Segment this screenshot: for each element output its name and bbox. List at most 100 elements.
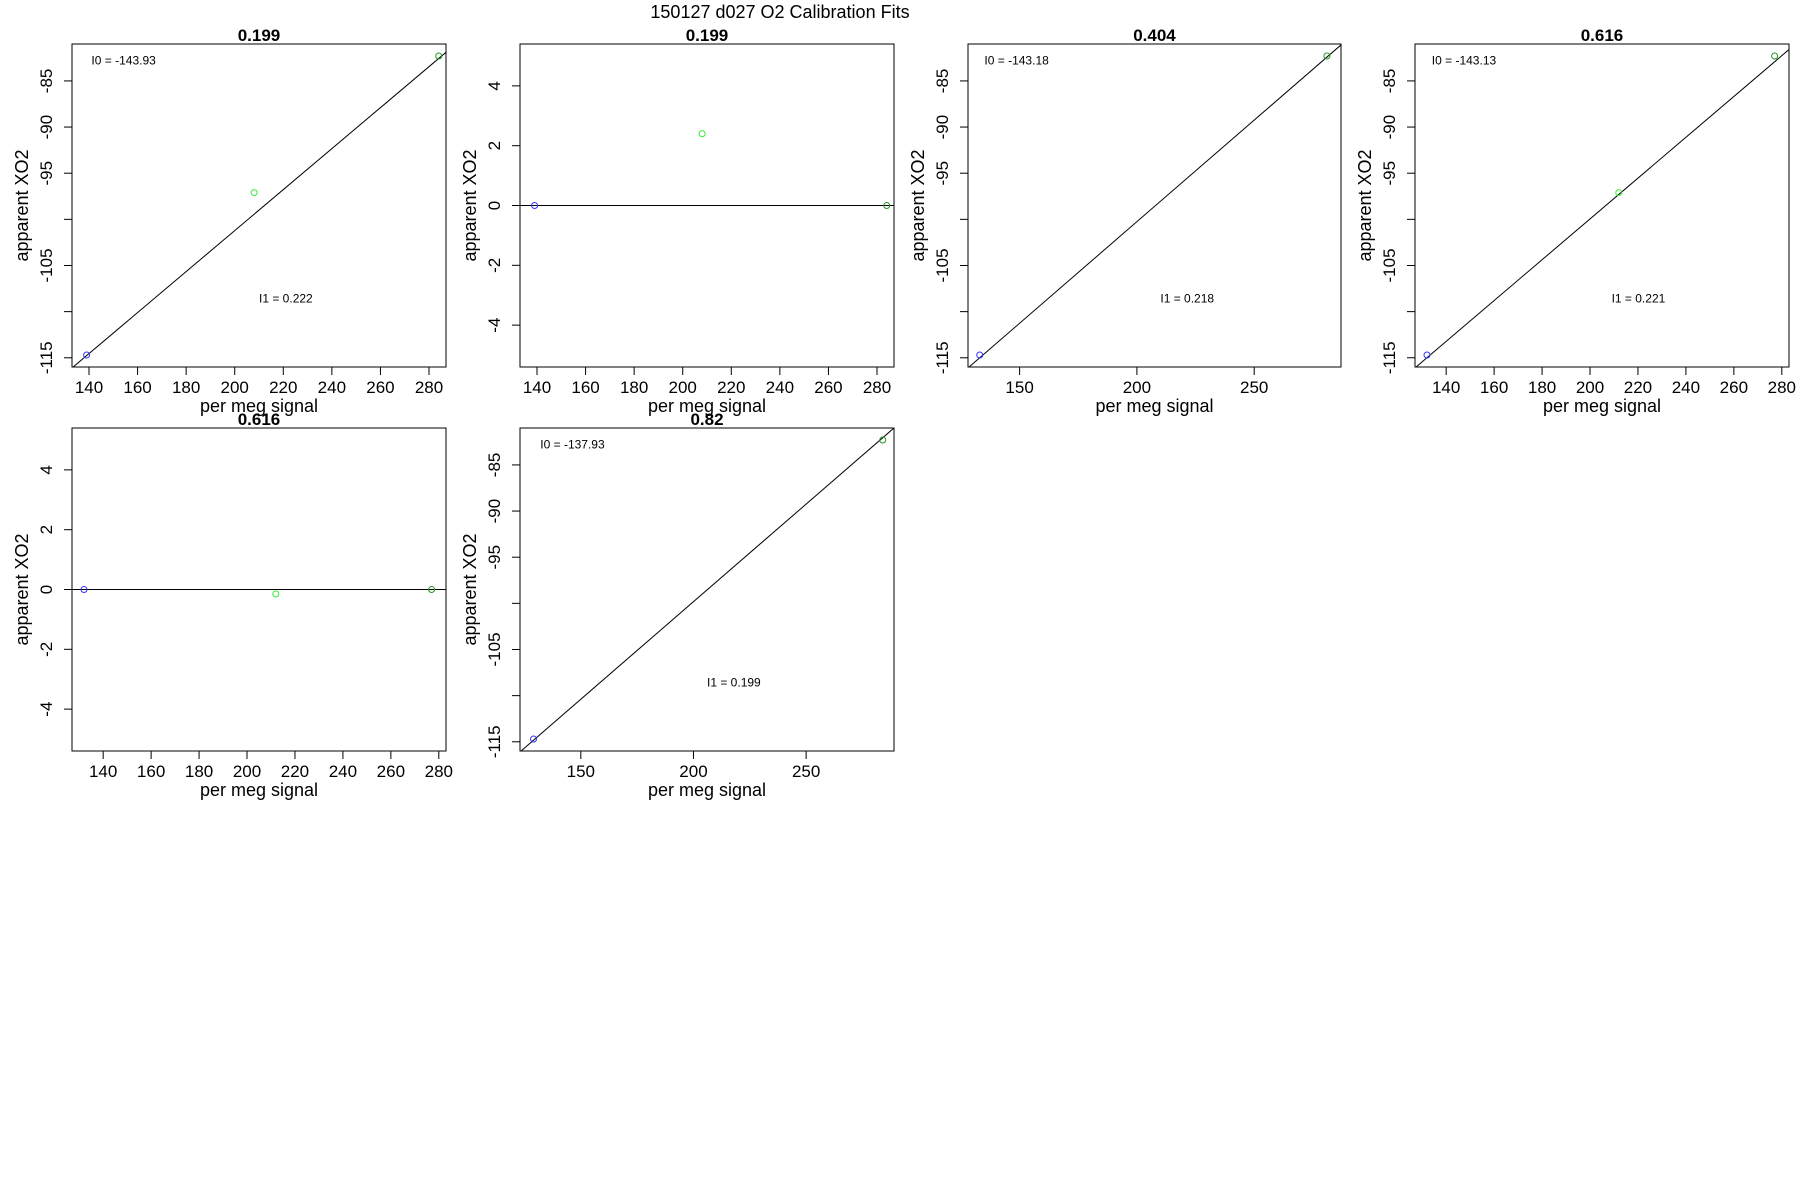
fit-line — [968, 44, 1341, 367]
fit-annotation: I1 = 0.218 — [1160, 291, 1214, 305]
chart-panel-1: 0.199 140 160 180 200 220 240 260 280 per meg sig… — [12, 26, 447, 416]
x-tick-label: 240 — [329, 762, 357, 781]
figure-title: 150127 d027 O2 Calibration Fits — [650, 2, 909, 22]
data-point — [883, 202, 891, 209]
x-tick-label: 150 — [1005, 378, 1033, 397]
y-axis-label: apparent XO2 — [12, 533, 32, 645]
x-tick-label: 280 — [863, 378, 891, 397]
x-tick-label: 220 — [269, 378, 297, 397]
fit-line — [520, 428, 894, 751]
y-tick-label: -95 — [933, 161, 952, 186]
x-tick-label: 140 — [75, 378, 103, 397]
x-tick-label: 140 — [523, 378, 551, 397]
y-tick-label: -85 — [1380, 69, 1399, 94]
y-tick-label: 0 — [37, 585, 56, 594]
x-tick-label: 260 — [1720, 378, 1748, 397]
y-tick-label: -95 — [37, 161, 56, 186]
panel-title: 0.616 — [238, 410, 281, 429]
y-tick-label: -105 — [933, 248, 952, 282]
y-tick-label: -4 — [37, 702, 56, 717]
y-tick-label: 2 — [485, 141, 504, 150]
y-tick-label: -105 — [37, 248, 56, 282]
y-tick-label: -4 — [485, 318, 504, 333]
x-tick-label: 150 — [567, 762, 595, 781]
x-tick-label: 280 — [415, 378, 443, 397]
x-tick-label: 200 — [233, 762, 261, 781]
x-tick-label: 240 — [318, 378, 346, 397]
y-tick-label: 2 — [37, 525, 56, 534]
fit-annotation: I1 = 0.222 — [259, 291, 313, 305]
x-tick-label: 160 — [123, 378, 151, 397]
y-tick-label: -115 — [1380, 341, 1399, 374]
fit-line — [1415, 49, 1789, 367]
x-tick-label: 200 — [669, 378, 697, 397]
x-tick-label: 160 — [1480, 378, 1508, 397]
y-tick-label: -90 — [933, 115, 952, 140]
x-tick-label: 180 — [172, 378, 200, 397]
x-tick-label: 200 — [679, 762, 707, 781]
data-point — [530, 735, 538, 743]
data-point — [1323, 52, 1331, 60]
chart-panel-4: 0.616 140 160 180 200 220 240 260 280 per meg sig… — [1355, 26, 1796, 416]
data-point — [1423, 351, 1431, 359]
x-tick-label: 260 — [814, 378, 842, 397]
y-tick-label: -115 — [37, 341, 56, 374]
data-point — [83, 351, 91, 359]
chart-panel-3: 0.404 150 200 250 per meg signal -115 -105 -95 -… — [908, 26, 1342, 416]
plot-frame — [71, 43, 447, 368]
y-tick-label: -85 — [933, 69, 952, 94]
data-point — [976, 351, 984, 359]
y-tick-label: -105 — [1380, 248, 1399, 282]
x-tick-label: 160 — [137, 762, 165, 781]
x-tick-label: 250 — [1240, 378, 1268, 397]
y-tick-label: 4 — [37, 465, 56, 474]
x-axis-label: per meg signal — [648, 396, 766, 416]
x-tick-label: 220 — [281, 762, 309, 781]
x-tick-label: 200 — [1123, 378, 1151, 397]
y-tick-label: -95 — [485, 545, 504, 570]
x-axis-label: per meg signal — [1543, 396, 1661, 416]
y-tick-label: -85 — [485, 453, 504, 478]
fit-annotation: I1 = 0.221 — [1612, 291, 1666, 305]
y-tick-label: -2 — [485, 258, 504, 273]
data-point — [698, 130, 706, 138]
data-point — [435, 52, 443, 60]
x-tick-label: 180 — [1528, 378, 1556, 397]
panel-title: 0.404 — [1133, 26, 1176, 45]
y-tick-label: -105 — [485, 632, 504, 666]
data-point — [1615, 189, 1623, 197]
y-tick-label: 0 — [485, 201, 504, 210]
x-axis-label: per meg signal — [648, 780, 766, 800]
fit-annotation: I0 = -143.13 — [1432, 53, 1497, 67]
x-tick-label: 240 — [766, 378, 794, 397]
x-axis-label: per meg signal — [1095, 396, 1213, 416]
x-tick-label: 180 — [185, 762, 213, 781]
y-axis-label: apparent XO2 — [460, 149, 480, 261]
x-tick-label: 240 — [1672, 378, 1700, 397]
data-point — [1771, 52, 1779, 60]
y-tick-label: -115 — [933, 341, 952, 374]
x-axis-label: per meg signal — [200, 780, 318, 800]
data-point — [531, 202, 539, 209]
data-point — [250, 189, 258, 197]
y-tick-label: -90 — [1380, 115, 1399, 140]
panel-title: 0.616 — [1581, 26, 1624, 45]
plot-frame — [1414, 43, 1790, 368]
fit-annotation: I0 = -143.93 — [91, 53, 156, 67]
fit-annotation: I0 = -143.18 — [984, 53, 1049, 67]
x-tick-label: 200 — [1576, 378, 1604, 397]
y-tick-label: -2 — [37, 642, 56, 657]
data-point — [879, 436, 887, 444]
x-tick-label: 140 — [89, 762, 117, 781]
y-tick-label: -85 — [37, 69, 56, 94]
y-axis-label: apparent XO2 — [908, 149, 928, 261]
x-axis-label: per meg signal — [200, 396, 318, 416]
x-tick-label: 250 — [792, 762, 820, 781]
x-tick-label: 180 — [620, 378, 648, 397]
x-tick-label: 280 — [1768, 378, 1796, 397]
x-tick-label: 140 — [1432, 378, 1460, 397]
y-tick-label: -115 — [485, 725, 504, 758]
